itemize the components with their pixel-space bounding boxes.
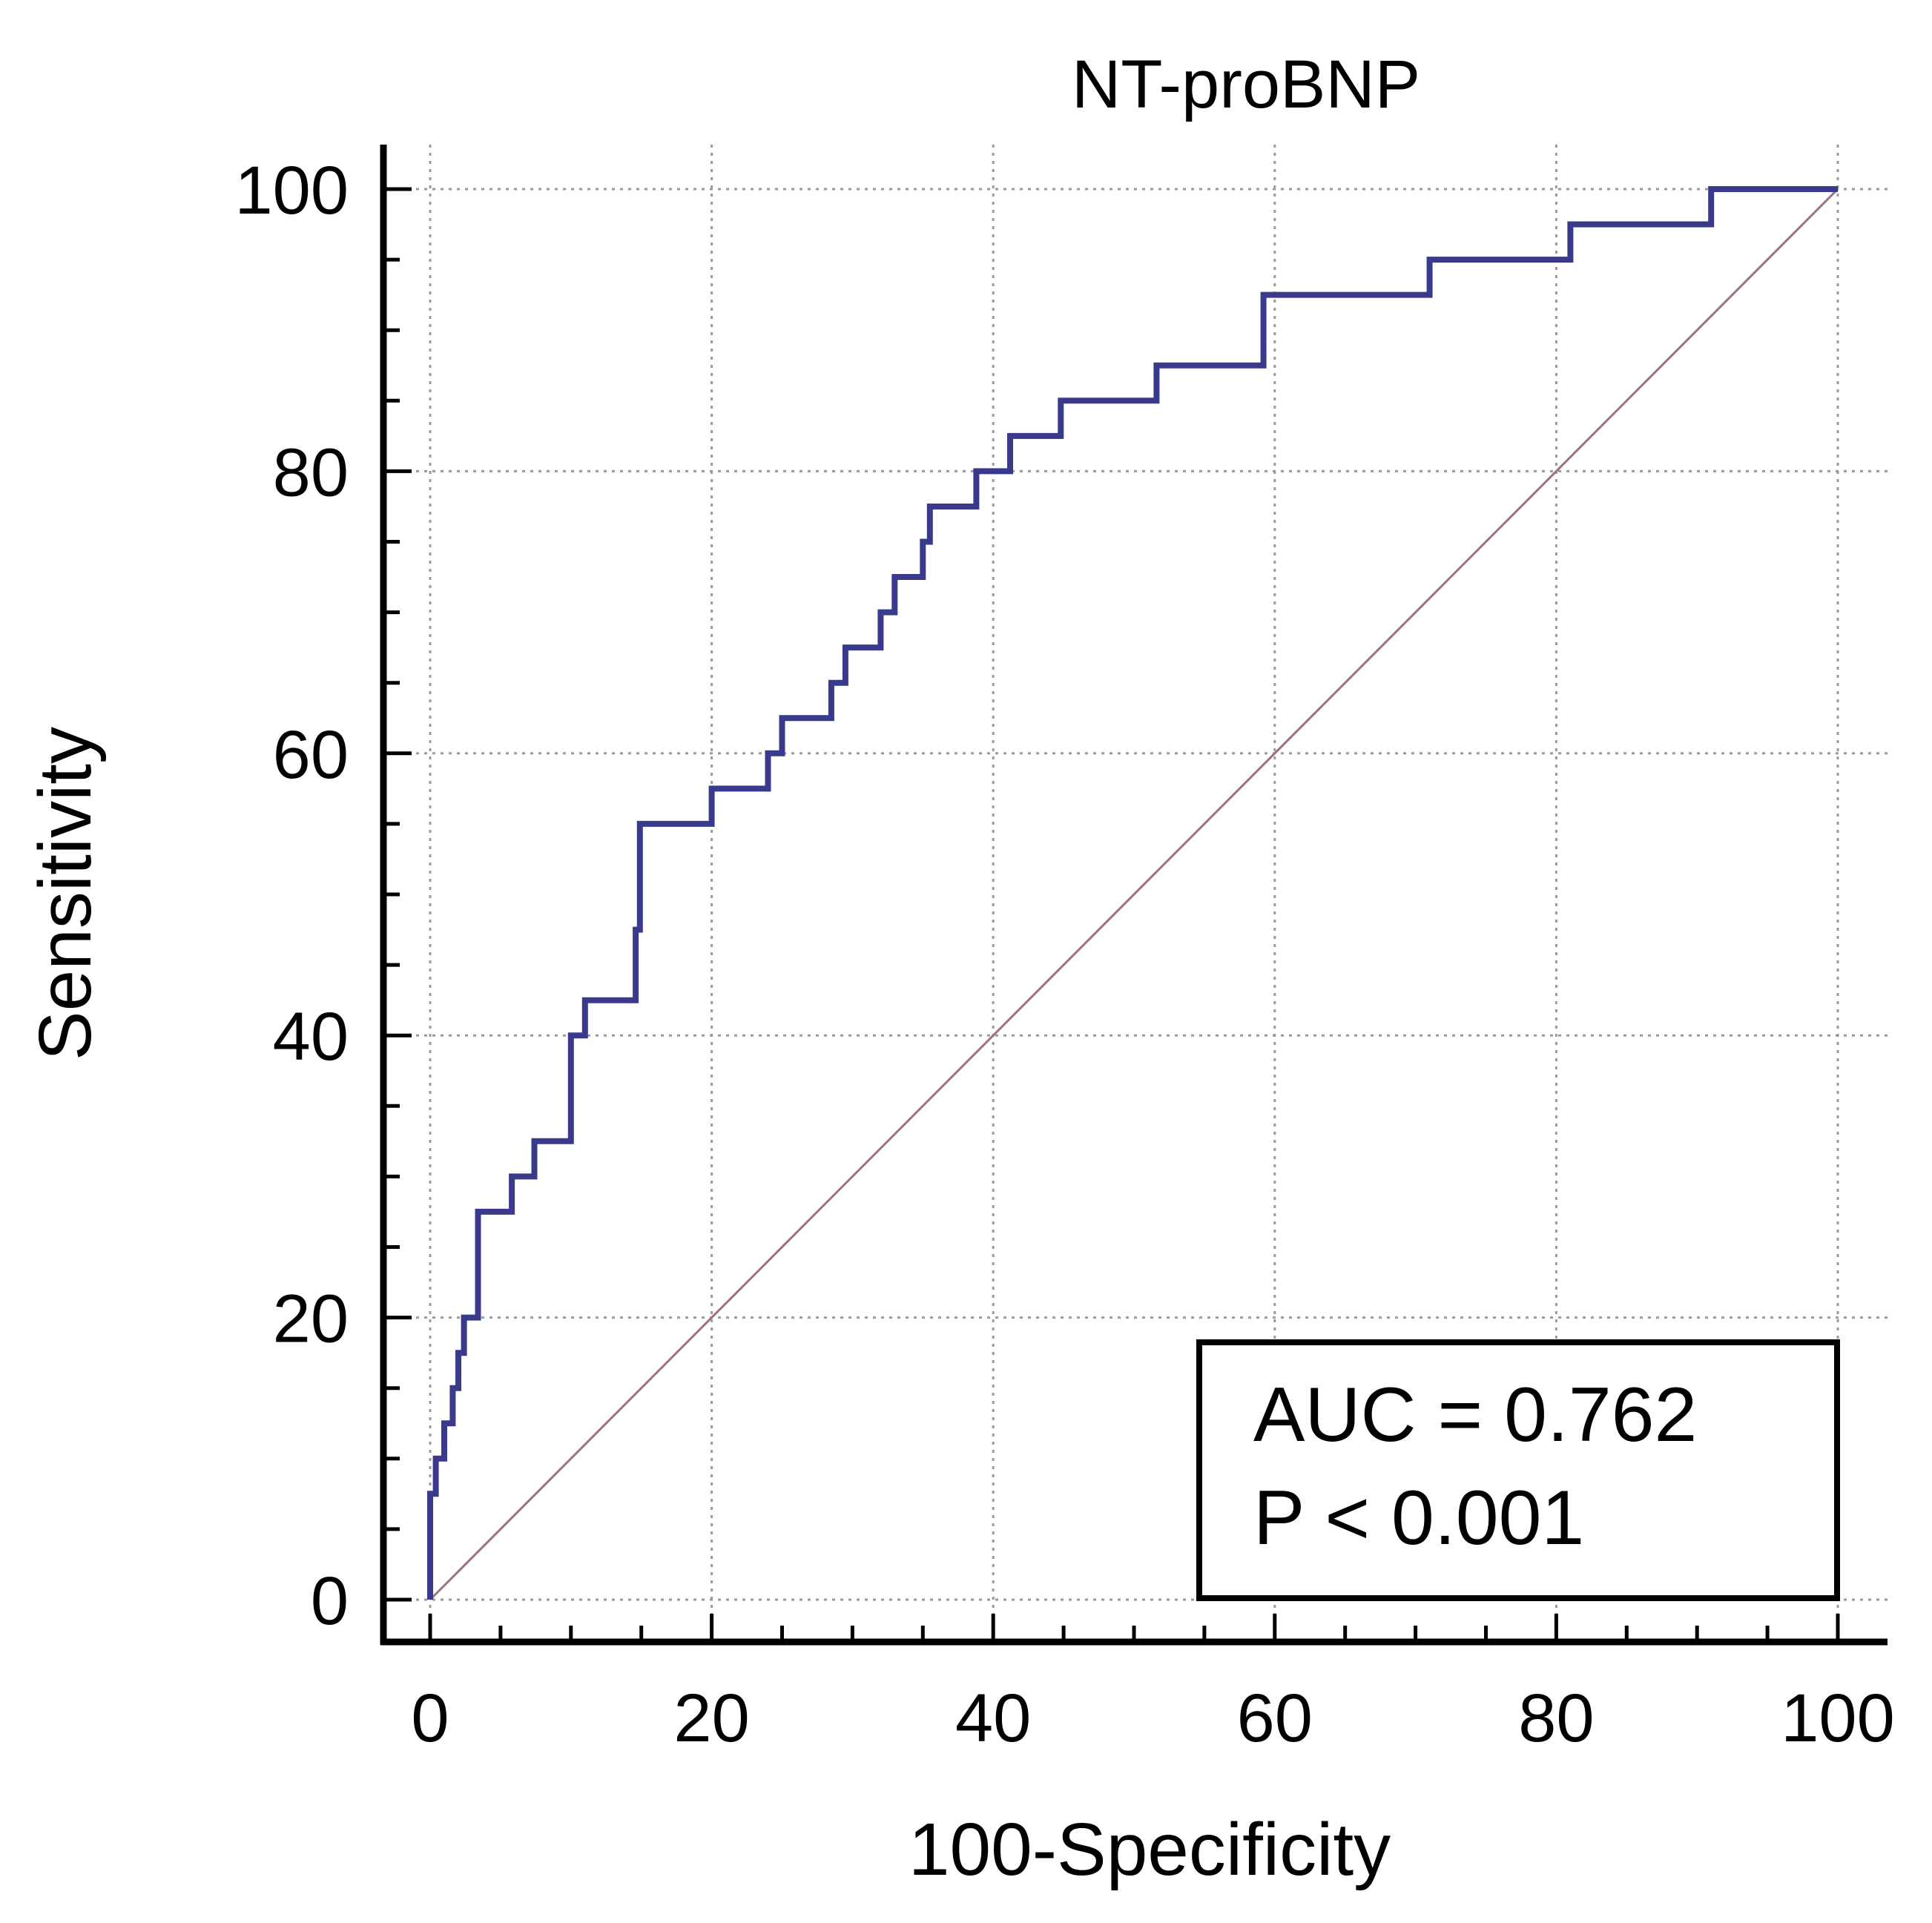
x-tick-label-20: 20 xyxy=(673,1680,749,1756)
chart-title: NT-proBNP xyxy=(1072,47,1420,122)
x-tick-label-60: 60 xyxy=(1237,1680,1313,1756)
y-tick-labels: 0 20 40 60 80 100 xyxy=(235,153,349,1639)
reference-diagonal-line xyxy=(429,188,1839,1601)
stats-box-frame xyxy=(1196,1339,1840,1601)
y-tick-label-60: 60 xyxy=(273,717,349,793)
auc-value: AUC = 0.762 xyxy=(1253,1372,1697,1458)
y-tick-label-40: 40 xyxy=(273,999,349,1075)
y-axis-label: Sensitivity xyxy=(24,727,107,1061)
stats-box: AUC = 0.762 P < 0.001 xyxy=(1196,1339,1840,1601)
y-tick-label-0: 0 xyxy=(311,1563,349,1639)
x-axis-label: 100-Specificity xyxy=(909,1808,1391,1891)
x-tick-label-0: 0 xyxy=(411,1680,449,1756)
x-tick-labels: 0 20 40 60 80 100 xyxy=(411,1680,1894,1756)
y-tick-label-80: 80 xyxy=(273,435,349,510)
x-tick-label-40: 40 xyxy=(955,1680,1031,1756)
y-tick-label-100: 100 xyxy=(235,153,349,228)
x-tick-label-100: 100 xyxy=(1781,1680,1895,1756)
y-tick-label-20: 20 xyxy=(273,1282,349,1357)
x-tick-label-80: 80 xyxy=(1518,1680,1594,1756)
roc-curve-line xyxy=(427,186,1838,1600)
p-value: P < 0.001 xyxy=(1253,1475,1584,1561)
grid-lines xyxy=(383,145,1888,1642)
